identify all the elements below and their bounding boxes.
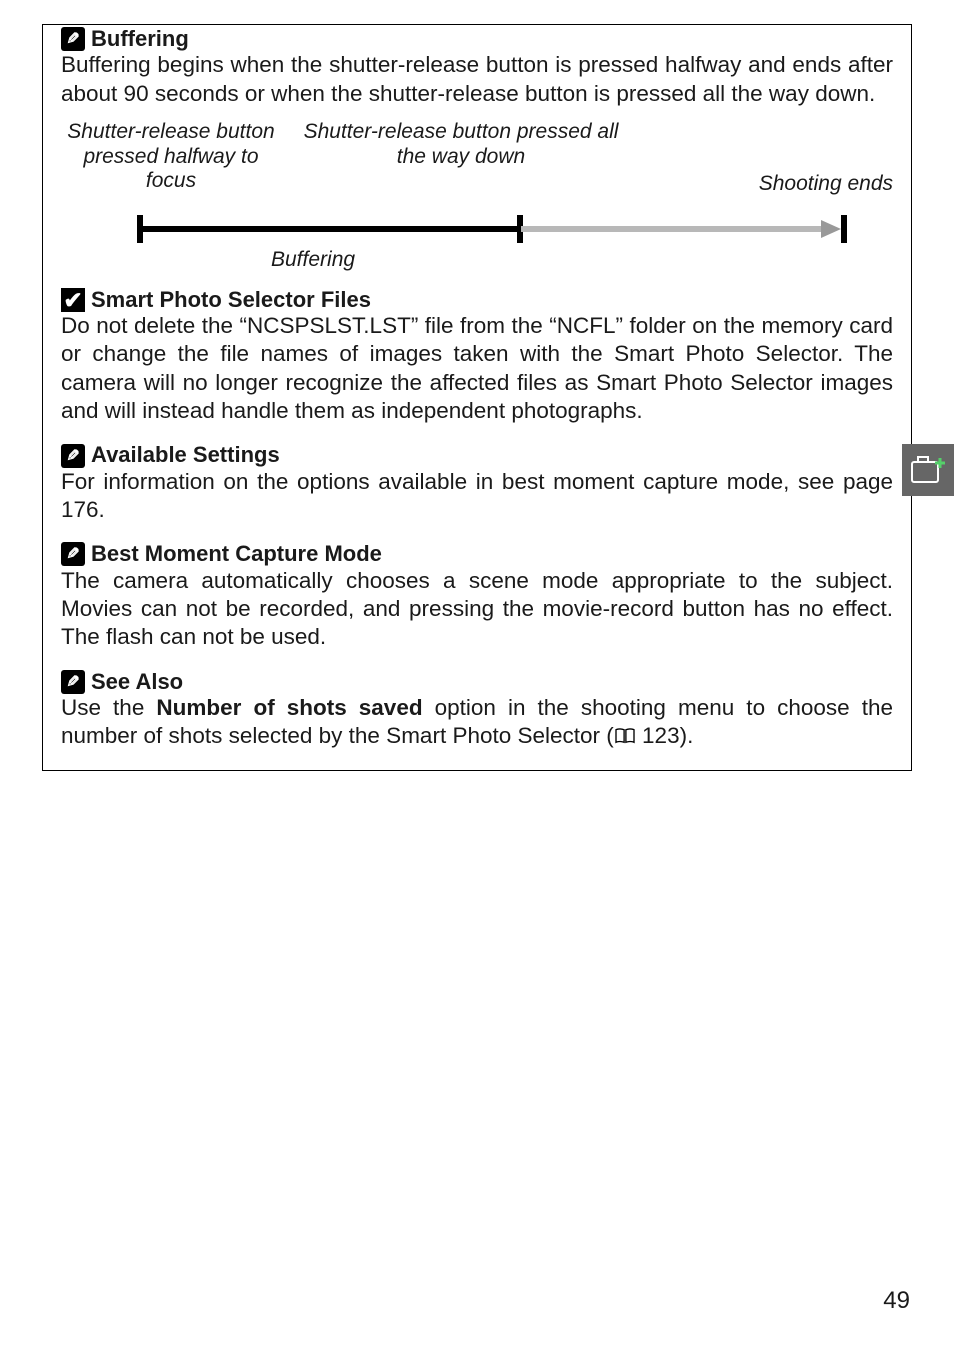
buffering-diagram: Shutter-release button pressed halfway t… [61, 120, 893, 280]
see-also-suffix: ). [680, 723, 694, 748]
see-also-title: See Also [91, 670, 183, 694]
check-icon: ✔ [61, 288, 85, 312]
best-moment-body: The camera automatically chooses a scene… [61, 567, 893, 652]
diagram-buffering-label: Buffering [271, 248, 355, 272]
diagram-label-mid: Shutter-release button pressed all the w… [301, 120, 621, 170]
page-number: 49 [883, 1287, 910, 1315]
see-also-prefix: Use the [61, 695, 156, 720]
see-also-bold: Number of shots saved [156, 695, 422, 720]
see-also-header: ✎ See Also [61, 670, 893, 694]
see-also-page-ref: 123 [642, 723, 680, 748]
manual-page: ✎ Buffering Buffering begins when the sh… [0, 0, 954, 1345]
available-header: ✎ Available Settings [61, 443, 893, 467]
best-moment-header: ✎ Best Moment Capture Mode [61, 542, 893, 566]
pencil-icon: ✎ [61, 542, 85, 566]
smart-photo-body: Do not delete the “NCSPSLST.LST” file fr… [61, 312, 893, 425]
camera-plus-icon [910, 454, 946, 486]
smart-photo-header: ✔ Smart Photo Selector Files [61, 288, 893, 312]
diagram-label-right: Shooting ends [713, 172, 893, 197]
timeline-svg [101, 210, 861, 250]
see-also-body: Use the Number of shots saved option in … [61, 694, 893, 751]
pencil-icon: ✎ [61, 670, 85, 694]
side-tab [902, 444, 954, 496]
best-moment-title: Best Moment Capture Mode [91, 542, 382, 566]
pencil-icon: ✎ [61, 444, 85, 468]
available-body: For information on the options available… [61, 468, 893, 525]
buffering-title: Buffering [91, 27, 189, 51]
buffering-header: ✎ Buffering [61, 27, 893, 51]
smart-photo-title: Smart Photo Selector Files [91, 288, 371, 312]
book-icon [614, 727, 636, 745]
buffering-body: Buffering begins when the shutter-releas… [61, 51, 893, 108]
content-box: ✎ Buffering Buffering begins when the sh… [42, 24, 912, 771]
pencil-icon: ✎ [61, 27, 85, 51]
diagram-label-left: Shutter-release button pressed halfway t… [61, 120, 281, 194]
available-title: Available Settings [91, 443, 280, 467]
